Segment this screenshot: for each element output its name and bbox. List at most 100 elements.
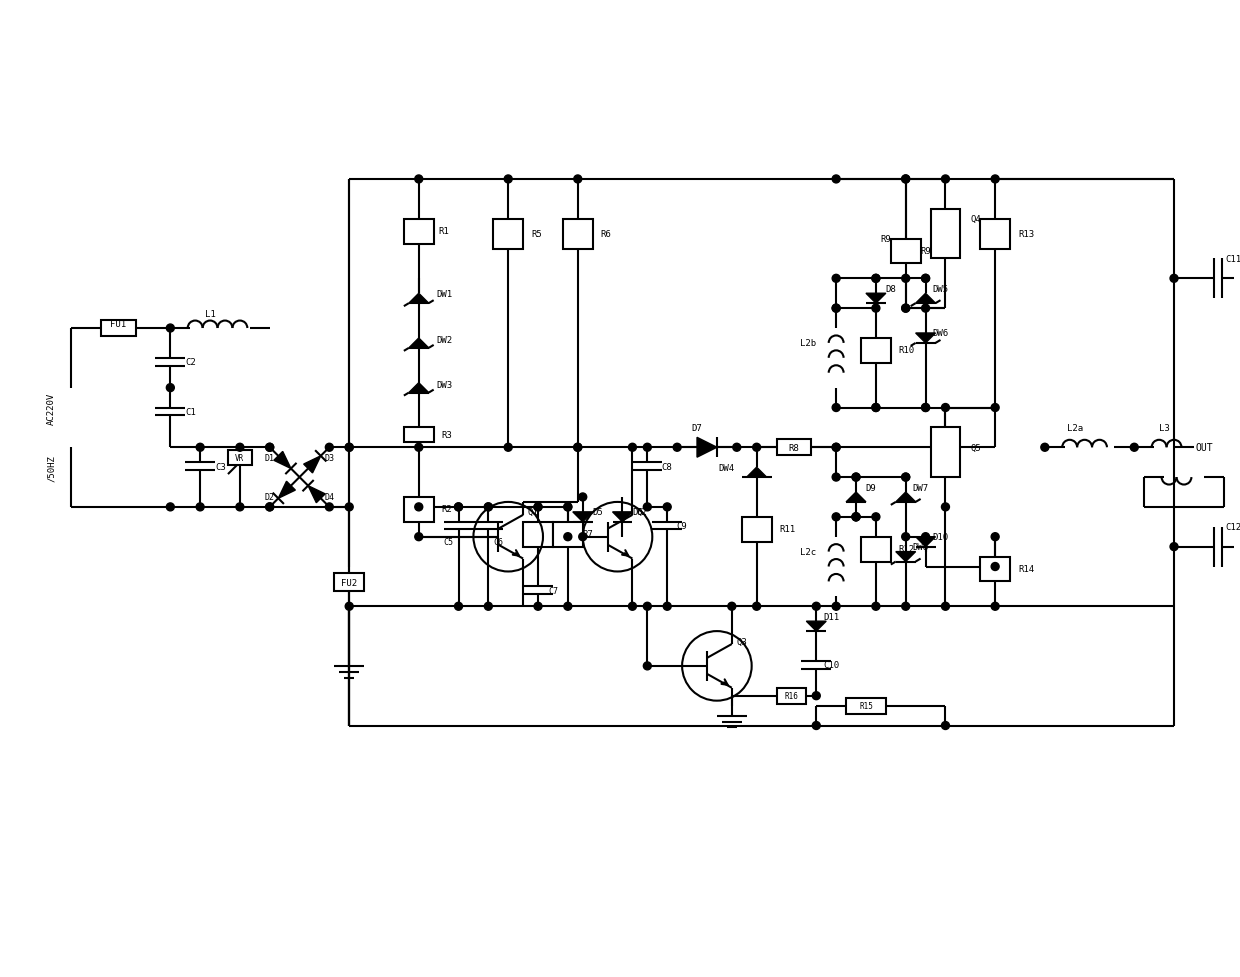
FancyBboxPatch shape <box>776 688 806 703</box>
Circle shape <box>265 503 274 511</box>
FancyBboxPatch shape <box>404 220 434 244</box>
Polygon shape <box>304 456 321 474</box>
Circle shape <box>325 503 334 511</box>
Circle shape <box>236 503 244 511</box>
Text: AC220V: AC220V <box>47 392 56 424</box>
Circle shape <box>345 444 353 451</box>
Circle shape <box>872 404 880 412</box>
Circle shape <box>455 503 463 511</box>
Text: DW3: DW3 <box>436 381 453 390</box>
Circle shape <box>345 603 353 611</box>
Circle shape <box>345 444 353 451</box>
Text: FU2: FU2 <box>341 578 357 587</box>
Circle shape <box>1171 276 1178 283</box>
Text: D1: D1 <box>264 453 275 462</box>
Circle shape <box>564 503 572 511</box>
Circle shape <box>166 324 175 332</box>
Circle shape <box>574 444 582 451</box>
Text: D6: D6 <box>632 508 642 517</box>
Circle shape <box>832 404 841 412</box>
Circle shape <box>941 603 950 611</box>
Circle shape <box>579 493 587 501</box>
Circle shape <box>921 276 930 283</box>
Circle shape <box>236 444 244 451</box>
Circle shape <box>579 533 587 541</box>
Text: R16: R16 <box>785 692 799 701</box>
Text: D2: D2 <box>264 493 275 502</box>
FancyBboxPatch shape <box>890 239 920 264</box>
Circle shape <box>196 503 205 511</box>
Circle shape <box>901 474 910 482</box>
Text: D4: D4 <box>325 493 335 502</box>
Circle shape <box>574 176 582 184</box>
Text: D9: D9 <box>866 483 877 492</box>
Text: R12: R12 <box>899 544 915 554</box>
Circle shape <box>1040 444 1049 451</box>
Text: R4: R4 <box>563 530 574 538</box>
Circle shape <box>832 176 841 184</box>
Circle shape <box>872 276 880 283</box>
Circle shape <box>1131 444 1138 451</box>
Text: R10: R10 <box>899 346 915 355</box>
Text: Q3: Q3 <box>737 637 748 646</box>
FancyBboxPatch shape <box>981 557 1011 582</box>
Circle shape <box>663 603 671 611</box>
Circle shape <box>455 503 463 511</box>
Circle shape <box>832 444 841 451</box>
Circle shape <box>901 603 910 611</box>
FancyBboxPatch shape <box>494 220 523 249</box>
Polygon shape <box>746 468 766 478</box>
Text: C12: C12 <box>1225 523 1240 531</box>
Circle shape <box>921 305 930 313</box>
Polygon shape <box>697 438 717 458</box>
Circle shape <box>872 513 880 522</box>
Circle shape <box>921 404 930 412</box>
Circle shape <box>415 533 423 541</box>
Text: DW1: DW1 <box>436 289 453 298</box>
Circle shape <box>485 603 492 611</box>
Text: C3: C3 <box>215 462 226 471</box>
Text: R9: R9 <box>880 234 892 244</box>
Text: Q4: Q4 <box>971 215 981 224</box>
FancyBboxPatch shape <box>100 320 135 337</box>
Polygon shape <box>274 452 291 469</box>
Text: FU1: FU1 <box>110 319 126 328</box>
Polygon shape <box>915 294 935 304</box>
Text: C5: C5 <box>444 537 454 546</box>
Circle shape <box>901 176 910 184</box>
Circle shape <box>1171 543 1178 551</box>
Text: /50HZ: /50HZ <box>47 454 56 481</box>
Text: L2c: L2c <box>800 547 816 557</box>
Text: C6: C6 <box>494 537 503 546</box>
Circle shape <box>832 513 841 522</box>
Polygon shape <box>409 339 429 349</box>
Polygon shape <box>806 621 826 631</box>
Circle shape <box>901 276 910 283</box>
Text: R2: R2 <box>441 505 453 514</box>
Text: R1: R1 <box>439 227 449 235</box>
Text: DW6: DW6 <box>932 329 949 338</box>
Text: R6: R6 <box>600 230 611 238</box>
Circle shape <box>832 603 841 611</box>
Circle shape <box>852 513 861 522</box>
Circle shape <box>564 603 572 611</box>
Circle shape <box>534 603 542 611</box>
Circle shape <box>733 444 740 451</box>
Polygon shape <box>278 482 295 499</box>
Circle shape <box>644 503 651 511</box>
Circle shape <box>941 176 950 184</box>
Text: DW4: DW4 <box>719 463 735 472</box>
Text: C2: C2 <box>185 358 196 367</box>
Circle shape <box>832 305 841 313</box>
Polygon shape <box>409 294 429 304</box>
Circle shape <box>325 444 334 451</box>
Text: OUT: OUT <box>1195 443 1213 452</box>
Circle shape <box>564 503 572 511</box>
Circle shape <box>644 662 651 670</box>
Circle shape <box>941 404 950 412</box>
Circle shape <box>901 305 910 313</box>
Circle shape <box>901 305 910 313</box>
Circle shape <box>872 603 880 611</box>
Circle shape <box>921 533 930 541</box>
Text: Q1: Q1 <box>528 508 538 517</box>
